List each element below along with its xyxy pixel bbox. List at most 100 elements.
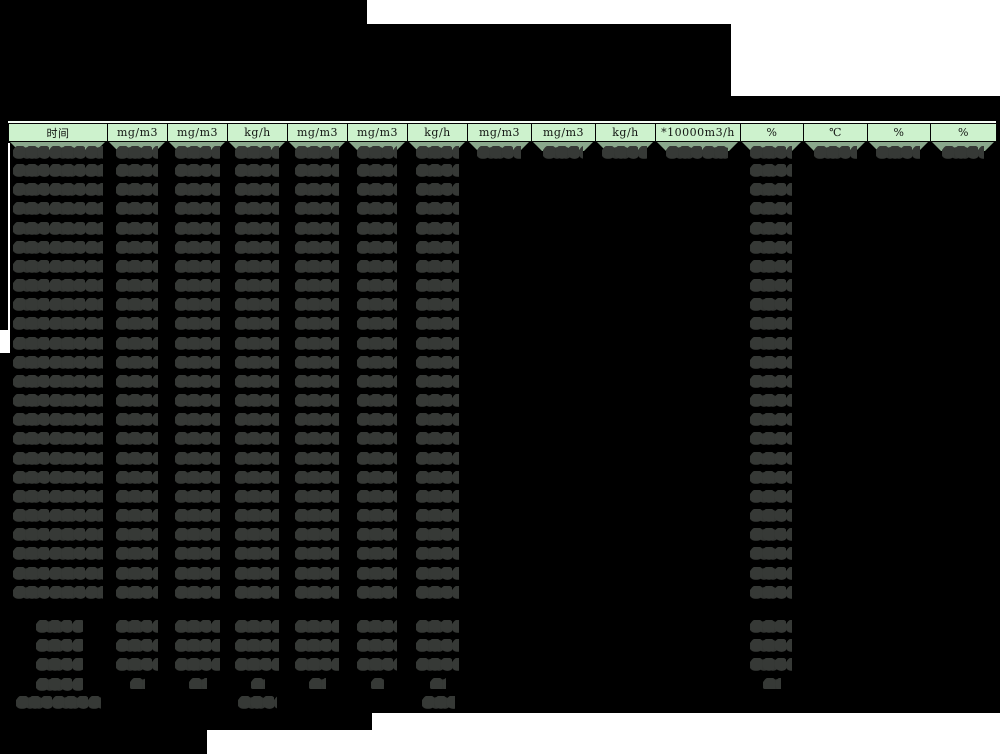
redacted-cell: [175, 432, 220, 445]
redacted-cell: [175, 528, 220, 541]
header-cell-label: mg/m3: [478, 126, 521, 139]
header-cell-unit-6: kg/h: [407, 123, 468, 142]
redacted-cell: [357, 279, 397, 292]
redacted-cell: [175, 298, 220, 311]
redacted-cell: [295, 146, 339, 159]
header-cell-label: mg/m3: [116, 126, 159, 139]
redacted-cell: [235, 202, 279, 215]
redacted-cell: [416, 567, 459, 580]
redacted-cell: [750, 528, 792, 541]
header-cell-label: kg/h: [612, 126, 639, 139]
redacted-cell: [357, 183, 397, 196]
redacted-cell: [357, 432, 397, 445]
header-top-border: [8, 121, 996, 123]
redacted-cell: [13, 146, 103, 159]
redacted-cell: [175, 222, 220, 235]
redacted-cell: [116, 241, 158, 254]
redacted-cell: [876, 146, 920, 159]
redacted-cell: [750, 298, 792, 311]
redacted-cell: [750, 490, 792, 503]
redacted-cell: [357, 413, 397, 426]
redacted-cell: [357, 547, 397, 560]
redacted-cell: [235, 528, 279, 541]
header-cell-unit-5: mg/m3: [347, 123, 408, 142]
redacted-cell: [295, 356, 339, 369]
redacted-cell: [295, 222, 339, 235]
redacted-cell: [416, 317, 459, 330]
redacted-cell: [36, 639, 83, 652]
redacted-cell: [235, 452, 279, 465]
redacted-cell: [750, 202, 792, 215]
redacted-cell: [235, 586, 279, 599]
redacted-cell: [13, 509, 103, 522]
header-cell-unit-14: %: [930, 123, 997, 142]
header-cell-label: mg/m3: [296, 126, 339, 139]
redacted-cell: [13, 202, 103, 215]
redacted-cell: [416, 413, 459, 426]
redacted-cell: [175, 639, 220, 652]
redacted-cell: [763, 678, 781, 689]
redacted-cell: [750, 471, 792, 484]
redacted-cell: [750, 547, 792, 560]
redacted-cell: [116, 547, 158, 560]
redacted-cell: [295, 202, 339, 215]
redacted-cell: [750, 375, 792, 388]
redacted-cell: [416, 356, 459, 369]
header-cell-unit-4: mg/m3: [287, 123, 348, 142]
redacted-cell: [416, 658, 459, 671]
redacted-cell: [116, 317, 158, 330]
redacted-cell: [130, 678, 145, 689]
left-margin-notch: [0, 330, 10, 353]
redacted-cell: [416, 298, 459, 311]
redacted-cell: [543, 146, 583, 159]
redacted-cell: [750, 586, 792, 599]
redacted-cell: [116, 260, 158, 273]
redacted-cell: [13, 183, 103, 196]
redacted-cell: [116, 202, 158, 215]
redacted-cell: [295, 183, 339, 196]
header-cell-unit-12: ℃: [803, 123, 868, 142]
redacted-cell: [116, 394, 158, 407]
redacted-cell: [750, 509, 792, 522]
header-cell-unit-3: kg/h: [227, 123, 288, 142]
redacted-cell: [295, 490, 339, 503]
redacted-cell: [116, 222, 158, 235]
redacted-cell: [416, 509, 459, 522]
left-margin-line: [8, 143, 10, 333]
redacted-cell: [750, 356, 792, 369]
redacted-cell: [235, 509, 279, 522]
redacted-cell: [422, 696, 455, 709]
redacted-cell: [750, 337, 792, 350]
redacted-cell: [175, 658, 220, 671]
redacted-cell: [295, 509, 339, 522]
redacted-cell: [175, 586, 220, 599]
header-cell-label: ℃: [829, 126, 842, 139]
redacted-cell: [295, 471, 339, 484]
redacted-cell: [175, 490, 220, 503]
redacted-cell: [750, 260, 792, 273]
header-cell-label: %: [766, 126, 778, 139]
redacted-cell: [416, 202, 459, 215]
redacted-cell: [357, 509, 397, 522]
redacted-cell: [416, 241, 459, 254]
redacted-cell: [235, 317, 279, 330]
redacted-cell: [116, 337, 158, 350]
redacted-cell: [116, 164, 158, 177]
redacted-cell: [13, 432, 103, 445]
header-cell-label: *10000m3/h: [661, 126, 735, 139]
redacted-cell: [357, 471, 397, 484]
redacted-cell: [750, 241, 792, 254]
redacted-cell: [16, 696, 101, 709]
redacted-cell: [416, 375, 459, 388]
redacted-cell: [235, 394, 279, 407]
redacted-cell: [295, 658, 339, 671]
redacted-cell: [750, 183, 792, 196]
header-cell-label: %: [893, 126, 905, 139]
redacted-cell: [13, 586, 103, 599]
redacted-cell: [251, 678, 265, 689]
redacted-cell: [116, 639, 158, 652]
redacted-cell: [116, 413, 158, 426]
redacted-cell: [13, 164, 103, 177]
redacted-cell: [13, 490, 103, 503]
header-cell-unit-11: %: [740, 123, 804, 142]
